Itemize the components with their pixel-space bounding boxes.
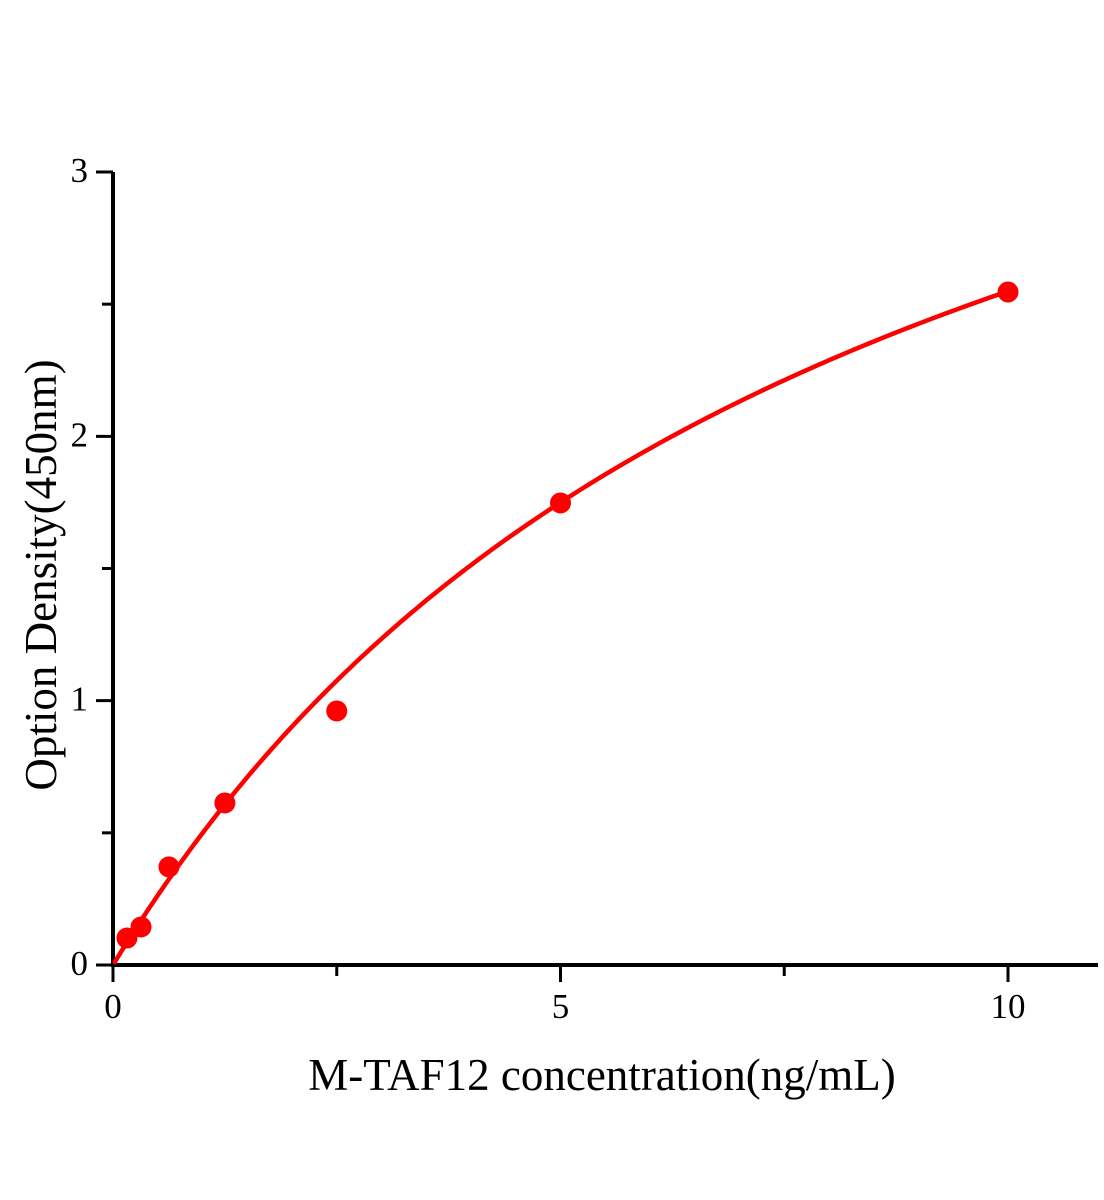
x-tick-label: 5 [552, 987, 570, 1026]
y-tick-label: 2 [71, 415, 89, 454]
y-tick-label: 3 [71, 151, 89, 190]
data-point [130, 916, 152, 938]
data-point [158, 856, 180, 878]
data-point [214, 792, 236, 814]
axes-group [111, 172, 1098, 967]
x-tick-label: 10 [991, 987, 1026, 1026]
x-axis-title: M-TAF12 concentration(ng/mL) [308, 1050, 896, 1100]
fit-curve [112, 288, 1011, 965]
x-tick-label: 0 [104, 987, 122, 1026]
ticks-group [96, 170, 1010, 982]
y-tick-label: 0 [71, 944, 89, 983]
data-point [326, 700, 348, 722]
y-axis-title: Option Density(450nm) [16, 359, 66, 790]
data-point [550, 492, 571, 514]
series-group [112, 281, 1019, 965]
data-point [997, 281, 1019, 303]
tick-labels-group: 0 5 10 0 1 2 3 [71, 151, 1026, 1026]
data-point [116, 927, 138, 949]
y-tick-label: 1 [71, 680, 89, 719]
